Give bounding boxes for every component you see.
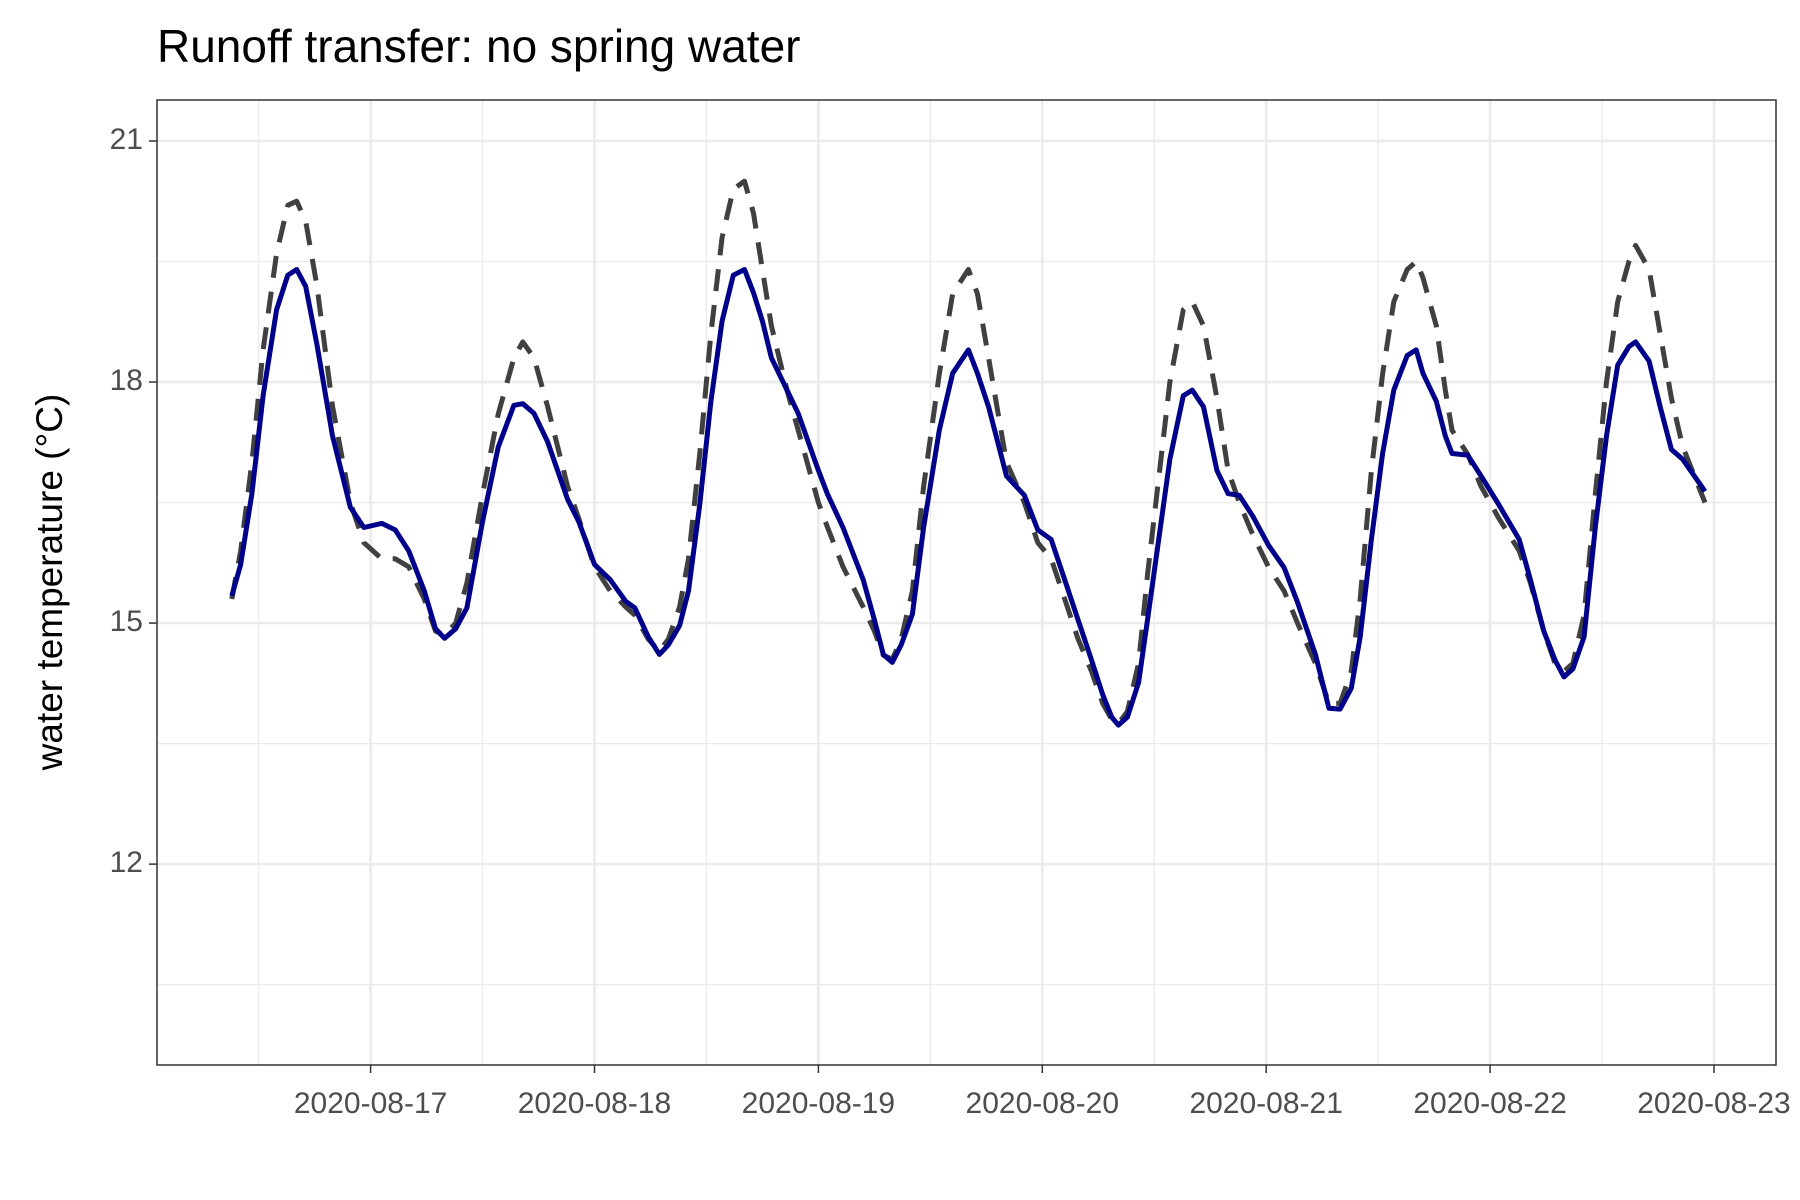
x-tick-label: 2020-08-18 (518, 1087, 671, 1120)
x-tick-label: 2020-08-20 (966, 1087, 1119, 1120)
chart-title: Runoff transfer: no spring water (157, 20, 800, 72)
y-axis-label: water temperature (°C) (29, 394, 70, 772)
x-tick-label: 2020-08-19 (742, 1087, 895, 1120)
x-tick-label: 2020-08-23 (1637, 1087, 1790, 1120)
series-line (229, 267, 1708, 728)
x-tick-label: 2020-08-22 (1413, 1087, 1566, 1120)
x-tick-label: 2020-08-17 (294, 1087, 447, 1120)
y-tick-label: 12 (110, 846, 143, 879)
y-tick-label: 21 (110, 123, 143, 156)
y-tick-label: 15 (110, 605, 143, 638)
series-line (229, 178, 1708, 726)
x-tick-label: 2020-08-21 (1189, 1087, 1342, 1120)
panel-border (156, 99, 1777, 1066)
y-tick-label: 18 (110, 364, 143, 397)
